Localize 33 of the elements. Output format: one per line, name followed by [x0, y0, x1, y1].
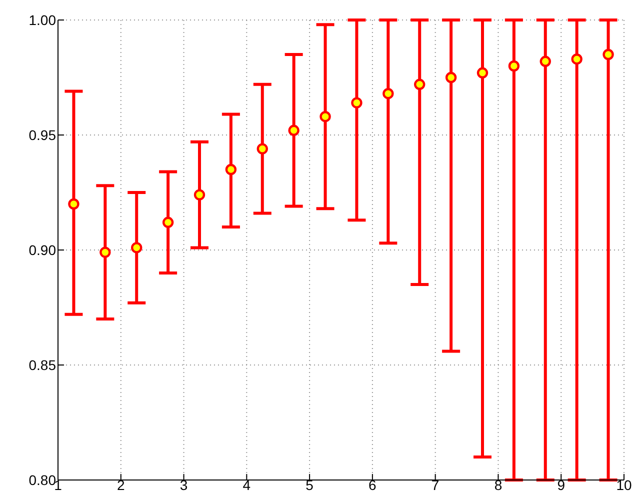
point: [320, 111, 331, 122]
x-tick-label: 5: [306, 476, 314, 493]
y-tick-label: 0.90: [28, 242, 56, 258]
point: [476, 67, 488, 78]
point: [445, 72, 457, 84]
point: [100, 246, 111, 258]
x-tick-label: 7: [431, 476, 440, 493]
point: [256, 143, 268, 154]
point: [131, 242, 142, 254]
x-tick-label: 3: [180, 476, 188, 493]
point: [602, 48, 614, 60]
point: [508, 60, 520, 72]
point: [382, 88, 394, 100]
x-tick-label: 9: [557, 476, 566, 493]
point: [194, 189, 206, 200]
x-tick-label: 2: [116, 476, 125, 493]
point: [540, 56, 551, 67]
point: [68, 198, 80, 210]
x-tick-label: 10: [616, 476, 632, 493]
x-tick-label: 4: [242, 476, 251, 493]
y-tick-label: 0.95: [28, 126, 56, 143]
point: [571, 54, 582, 65]
point: [288, 124, 300, 136]
point: [351, 97, 362, 108]
x-tick-label: 6: [368, 476, 377, 493]
y-tick-label: 0.85: [28, 356, 56, 373]
x-tick-label: 8: [494, 476, 502, 493]
point: [162, 216, 174, 228]
y-tick-label: 1.00: [28, 12, 56, 28]
y-tick-label: 0.80: [28, 472, 56, 488]
x-tick-label: 1: [54, 476, 62, 493]
point: [414, 78, 426, 90]
point: [225, 164, 237, 176]
